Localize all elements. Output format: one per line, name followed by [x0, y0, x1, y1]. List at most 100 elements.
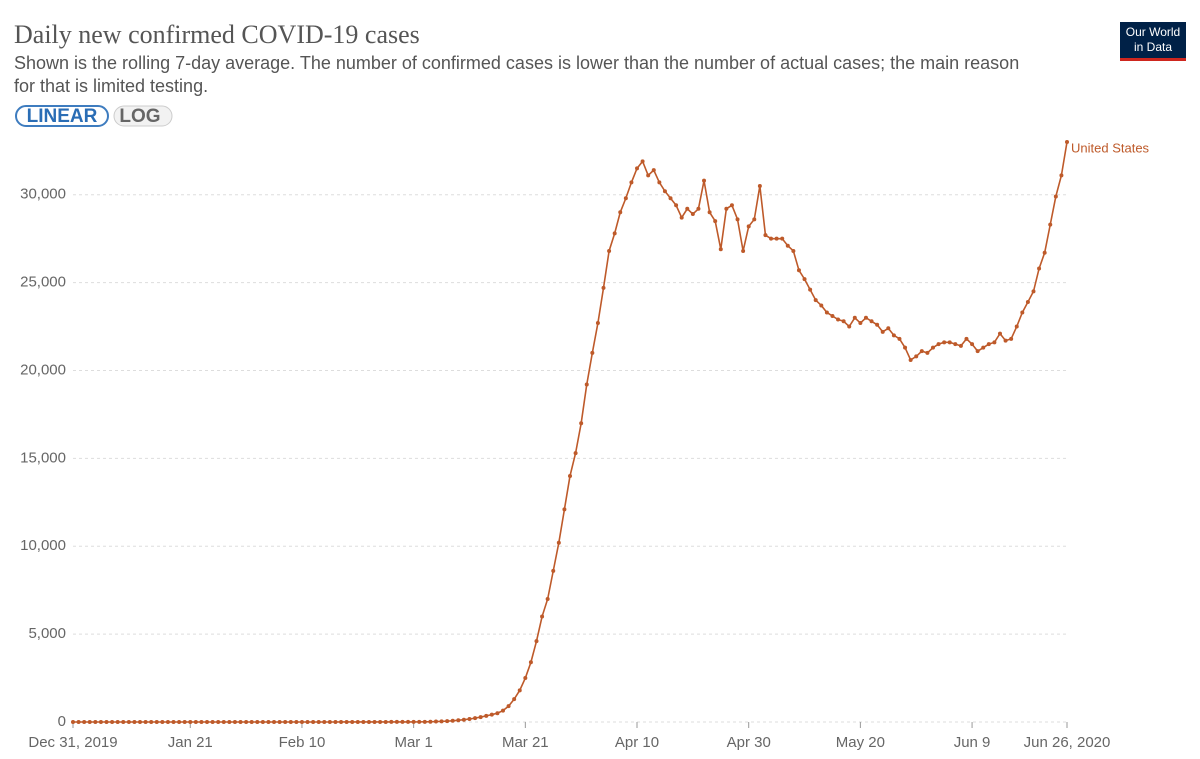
- data-point: [925, 350, 930, 355]
- data-point: [796, 268, 801, 273]
- data-point: [707, 210, 712, 215]
- data-point: [958, 343, 963, 348]
- data-point: [891, 333, 896, 338]
- y-tick-label: 5,000: [28, 625, 66, 642]
- data-point: [188, 720, 193, 724]
- data-point: [322, 720, 327, 724]
- data-point: [210, 720, 215, 724]
- data-point: [858, 321, 863, 326]
- data-point: [461, 717, 466, 722]
- data-point: [126, 720, 131, 724]
- data-point: [517, 688, 522, 693]
- data-point: [713, 219, 718, 224]
- data-point: [830, 314, 835, 318]
- data-point: [869, 319, 874, 324]
- data-point: [841, 319, 846, 324]
- data-point: [260, 720, 265, 724]
- data-point: [428, 719, 433, 724]
- data-point: [997, 331, 1002, 336]
- data-point: [607, 248, 612, 253]
- data-point: [897, 336, 902, 341]
- series-label: United States: [1071, 140, 1150, 155]
- data-point: [227, 720, 232, 724]
- linear-button-bg[interactable]: [15, 105, 109, 127]
- data-point: [389, 719, 394, 724]
- data-point: [87, 720, 92, 724]
- data-point: [433, 719, 438, 724]
- data-point: [635, 166, 640, 171]
- data-point: [880, 329, 885, 334]
- data-point: [71, 720, 75, 724]
- data-point: [752, 217, 757, 222]
- data-point: [1031, 289, 1036, 294]
- data-point: [612, 231, 617, 236]
- data-point: [266, 720, 271, 724]
- data-point: [785, 243, 790, 248]
- data-point: [780, 236, 785, 241]
- data-point: [115, 720, 120, 724]
- linear-button[interactable]: LINEAR: [27, 106, 98, 127]
- data-point: [478, 715, 483, 720]
- data-point: [350, 719, 355, 724]
- data-point: [545, 596, 550, 601]
- x-tick-label: Dec 31, 2019: [28, 734, 117, 751]
- data-point: [774, 236, 779, 241]
- data-point: [824, 310, 829, 315]
- series-line: [73, 141, 1068, 723]
- data-point: [378, 719, 383, 724]
- data-point: [154, 720, 159, 724]
- data-point: [411, 719, 416, 724]
- data-point: [746, 224, 751, 229]
- data-point: [646, 173, 651, 178]
- data-point: [528, 660, 533, 665]
- data-point: [1020, 310, 1025, 315]
- data-point: [936, 342, 941, 347]
- data-point: [361, 719, 366, 724]
- data-point: [316, 720, 321, 724]
- y-tick-label: 30,000: [20, 186, 66, 203]
- y-tick-label: 20,000: [20, 361, 66, 378]
- data-point: [1042, 250, 1047, 255]
- data-point: [143, 720, 148, 724]
- logo-bg: [1120, 22, 1186, 60]
- data-point: [121, 720, 126, 724]
- data-point: [366, 719, 371, 724]
- log-button[interactable]: LOG: [119, 106, 160, 127]
- data-point: [942, 340, 947, 345]
- data-point: [82, 720, 87, 724]
- data-point: [975, 349, 980, 354]
- logo-bar: [1120, 58, 1186, 61]
- data-point: [590, 350, 595, 355]
- data-point: [662, 189, 667, 194]
- data-point: [763, 233, 768, 238]
- data-point: [193, 720, 198, 724]
- data-point: [852, 315, 857, 320]
- data-point: [584, 382, 589, 387]
- data-point: [540, 614, 545, 619]
- data-point: [417, 719, 422, 724]
- data-point: [1065, 140, 1069, 144]
- data-point: [808, 287, 813, 292]
- data-point: [847, 324, 852, 329]
- x-tick-label: Jan 21: [168, 734, 213, 751]
- data-point: [232, 720, 237, 724]
- data-point: [171, 720, 176, 724]
- data-point: [305, 720, 310, 724]
- data-point: [551, 568, 556, 573]
- data-point: [556, 540, 561, 545]
- log-button-bg[interactable]: [113, 105, 173, 127]
- y-tick-label: 10,000: [20, 537, 66, 554]
- data-point: [445, 719, 450, 724]
- data-point: [249, 720, 254, 724]
- data-point: [283, 720, 288, 724]
- data-point: [221, 720, 226, 724]
- data-point: [791, 248, 796, 253]
- data-point: [1003, 338, 1008, 343]
- data-point: [132, 720, 137, 724]
- data-point: [244, 720, 249, 724]
- data-point: [76, 720, 81, 724]
- logo: Our World in Data: [1120, 22, 1186, 61]
- data-point: [623, 196, 628, 201]
- data-point: [400, 719, 405, 724]
